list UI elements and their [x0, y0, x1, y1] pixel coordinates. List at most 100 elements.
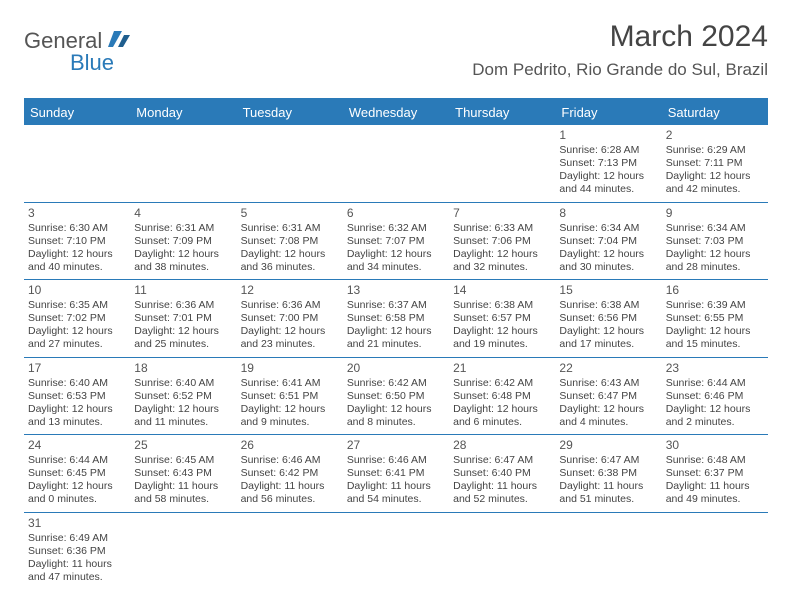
day-cell	[237, 125, 343, 202]
daylight-line: Daylight: 12 hours and 30 minutes.	[559, 248, 657, 274]
sunset-line: Sunset: 6:40 PM	[453, 467, 551, 480]
day-cell: 15Sunrise: 6:38 AMSunset: 6:56 PMDayligh…	[555, 280, 661, 358]
sunset-line: Sunset: 7:11 PM	[666, 157, 764, 170]
sunset-line: Sunset: 7:10 PM	[28, 235, 126, 248]
daylight-line: Daylight: 12 hours and 38 minutes.	[134, 248, 232, 274]
day-number: 17	[28, 361, 126, 376]
sunset-line: Sunset: 6:48 PM	[453, 390, 551, 403]
daylight-line: Daylight: 12 hours and 25 minutes.	[134, 325, 232, 351]
daylight-line: Daylight: 12 hours and 6 minutes.	[453, 403, 551, 429]
sunset-line: Sunset: 6:58 PM	[347, 312, 445, 325]
daylight-line: Daylight: 11 hours and 54 minutes.	[347, 480, 445, 506]
title-block: March 2024 Dom Pedrito, Rio Grande do Su…	[472, 20, 768, 80]
sunrise-line: Sunrise: 6:35 AM	[28, 299, 126, 312]
day-cell: 27Sunrise: 6:46 AMSunset: 6:41 PMDayligh…	[343, 435, 449, 513]
day-cell: 20Sunrise: 6:42 AMSunset: 6:50 PMDayligh…	[343, 357, 449, 435]
daylight-line: Daylight: 12 hours and 11 minutes.	[134, 403, 232, 429]
day-number: 31	[28, 516, 126, 531]
daylight-line: Daylight: 12 hours and 8 minutes.	[347, 403, 445, 429]
sunrise-line: Sunrise: 6:37 AM	[347, 299, 445, 312]
day-number: 8	[559, 206, 657, 221]
day-number: 28	[453, 438, 551, 453]
daylight-line: Daylight: 12 hours and 23 minutes.	[241, 325, 339, 351]
location: Dom Pedrito, Rio Grande do Sul, Brazil	[472, 60, 768, 80]
day-cell	[24, 125, 130, 202]
day-cell: 7Sunrise: 6:33 AMSunset: 7:06 PMDaylight…	[449, 202, 555, 280]
sunrise-line: Sunrise: 6:44 AM	[666, 377, 764, 390]
day-number: 11	[134, 283, 232, 298]
day-header: Tuesday	[237, 99, 343, 125]
sunrise-line: Sunrise: 6:46 AM	[241, 454, 339, 467]
daylight-line: Daylight: 12 hours and 44 minutes.	[559, 170, 657, 196]
day-number: 6	[347, 206, 445, 221]
day-number: 27	[347, 438, 445, 453]
sunset-line: Sunset: 6:38 PM	[559, 467, 657, 480]
day-cell: 18Sunrise: 6:40 AMSunset: 6:52 PMDayligh…	[130, 357, 236, 435]
day-cell: 3Sunrise: 6:30 AMSunset: 7:10 PMDaylight…	[24, 202, 130, 280]
day-cell	[449, 125, 555, 202]
sunrise-line: Sunrise: 6:43 AM	[559, 377, 657, 390]
daylight-line: Daylight: 12 hours and 32 minutes.	[453, 248, 551, 274]
sunrise-line: Sunrise: 6:28 AM	[559, 144, 657, 157]
sunrise-line: Sunrise: 6:34 AM	[666, 222, 764, 235]
day-number: 26	[241, 438, 339, 453]
day-number: 4	[134, 206, 232, 221]
daylight-line: Daylight: 11 hours and 49 minutes.	[666, 480, 764, 506]
day-number: 20	[347, 361, 445, 376]
day-number: 29	[559, 438, 657, 453]
day-number: 13	[347, 283, 445, 298]
sunrise-line: Sunrise: 6:29 AM	[666, 144, 764, 157]
day-cell: 9Sunrise: 6:34 AMSunset: 7:03 PMDaylight…	[662, 202, 768, 280]
sunrise-line: Sunrise: 6:47 AM	[559, 454, 657, 467]
sunset-line: Sunset: 7:01 PM	[134, 312, 232, 325]
sunset-line: Sunset: 6:42 PM	[241, 467, 339, 480]
sunset-line: Sunset: 6:41 PM	[347, 467, 445, 480]
sunrise-line: Sunrise: 6:49 AM	[28, 532, 126, 545]
sunset-line: Sunset: 6:57 PM	[453, 312, 551, 325]
sunset-line: Sunset: 6:52 PM	[134, 390, 232, 403]
day-cell: 28Sunrise: 6:47 AMSunset: 6:40 PMDayligh…	[449, 435, 555, 513]
sunrise-line: Sunrise: 6:38 AM	[559, 299, 657, 312]
day-cell: 24Sunrise: 6:44 AMSunset: 6:45 PMDayligh…	[24, 435, 130, 513]
day-cell: 2Sunrise: 6:29 AMSunset: 7:11 PMDaylight…	[662, 125, 768, 202]
sunset-line: Sunset: 6:53 PM	[28, 390, 126, 403]
calendar-table: SundayMondayTuesdayWednesdayThursdayFrid…	[24, 98, 768, 589]
sunset-line: Sunset: 6:36 PM	[28, 545, 126, 558]
day-cell: 17Sunrise: 6:40 AMSunset: 6:53 PMDayligh…	[24, 357, 130, 435]
daylight-line: Daylight: 12 hours and 42 minutes.	[666, 170, 764, 196]
day-cell: 5Sunrise: 6:31 AMSunset: 7:08 PMDaylight…	[237, 202, 343, 280]
day-cell: 11Sunrise: 6:36 AMSunset: 7:01 PMDayligh…	[130, 280, 236, 358]
day-number: 5	[241, 206, 339, 221]
day-number: 16	[666, 283, 764, 298]
day-cell: 6Sunrise: 6:32 AMSunset: 7:07 PMDaylight…	[343, 202, 449, 280]
daylight-line: Daylight: 12 hours and 13 minutes.	[28, 403, 126, 429]
daylight-line: Daylight: 11 hours and 56 minutes.	[241, 480, 339, 506]
day-header: Thursday	[449, 99, 555, 125]
sunrise-line: Sunrise: 6:39 AM	[666, 299, 764, 312]
sunrise-line: Sunrise: 6:40 AM	[134, 377, 232, 390]
day-number: 3	[28, 206, 126, 221]
day-number: 25	[134, 438, 232, 453]
sunrise-line: Sunrise: 6:36 AM	[134, 299, 232, 312]
day-number: 19	[241, 361, 339, 376]
sunset-line: Sunset: 7:07 PM	[347, 235, 445, 248]
day-number: 1	[559, 128, 657, 143]
daylight-line: Daylight: 11 hours and 51 minutes.	[559, 480, 657, 506]
day-cell: 4Sunrise: 6:31 AMSunset: 7:09 PMDaylight…	[130, 202, 236, 280]
day-cell	[237, 512, 343, 589]
day-cell: 10Sunrise: 6:35 AMSunset: 7:02 PMDayligh…	[24, 280, 130, 358]
day-cell: 12Sunrise: 6:36 AMSunset: 7:00 PMDayligh…	[237, 280, 343, 358]
day-cell: 29Sunrise: 6:47 AMSunset: 6:38 PMDayligh…	[555, 435, 661, 513]
sunrise-line: Sunrise: 6:42 AM	[453, 377, 551, 390]
daylight-line: Daylight: 12 hours and 9 minutes.	[241, 403, 339, 429]
day-number: 18	[134, 361, 232, 376]
day-cell: 22Sunrise: 6:43 AMSunset: 6:47 PMDayligh…	[555, 357, 661, 435]
sunset-line: Sunset: 7:09 PM	[134, 235, 232, 248]
calendar-head: SundayMondayTuesdayWednesdayThursdayFrid…	[24, 99, 768, 125]
sunrise-line: Sunrise: 6:47 AM	[453, 454, 551, 467]
day-header: Monday	[130, 99, 236, 125]
sunset-line: Sunset: 7:00 PM	[241, 312, 339, 325]
daylight-line: Daylight: 12 hours and 17 minutes.	[559, 325, 657, 351]
day-cell	[555, 512, 661, 589]
sunrise-line: Sunrise: 6:40 AM	[28, 377, 126, 390]
